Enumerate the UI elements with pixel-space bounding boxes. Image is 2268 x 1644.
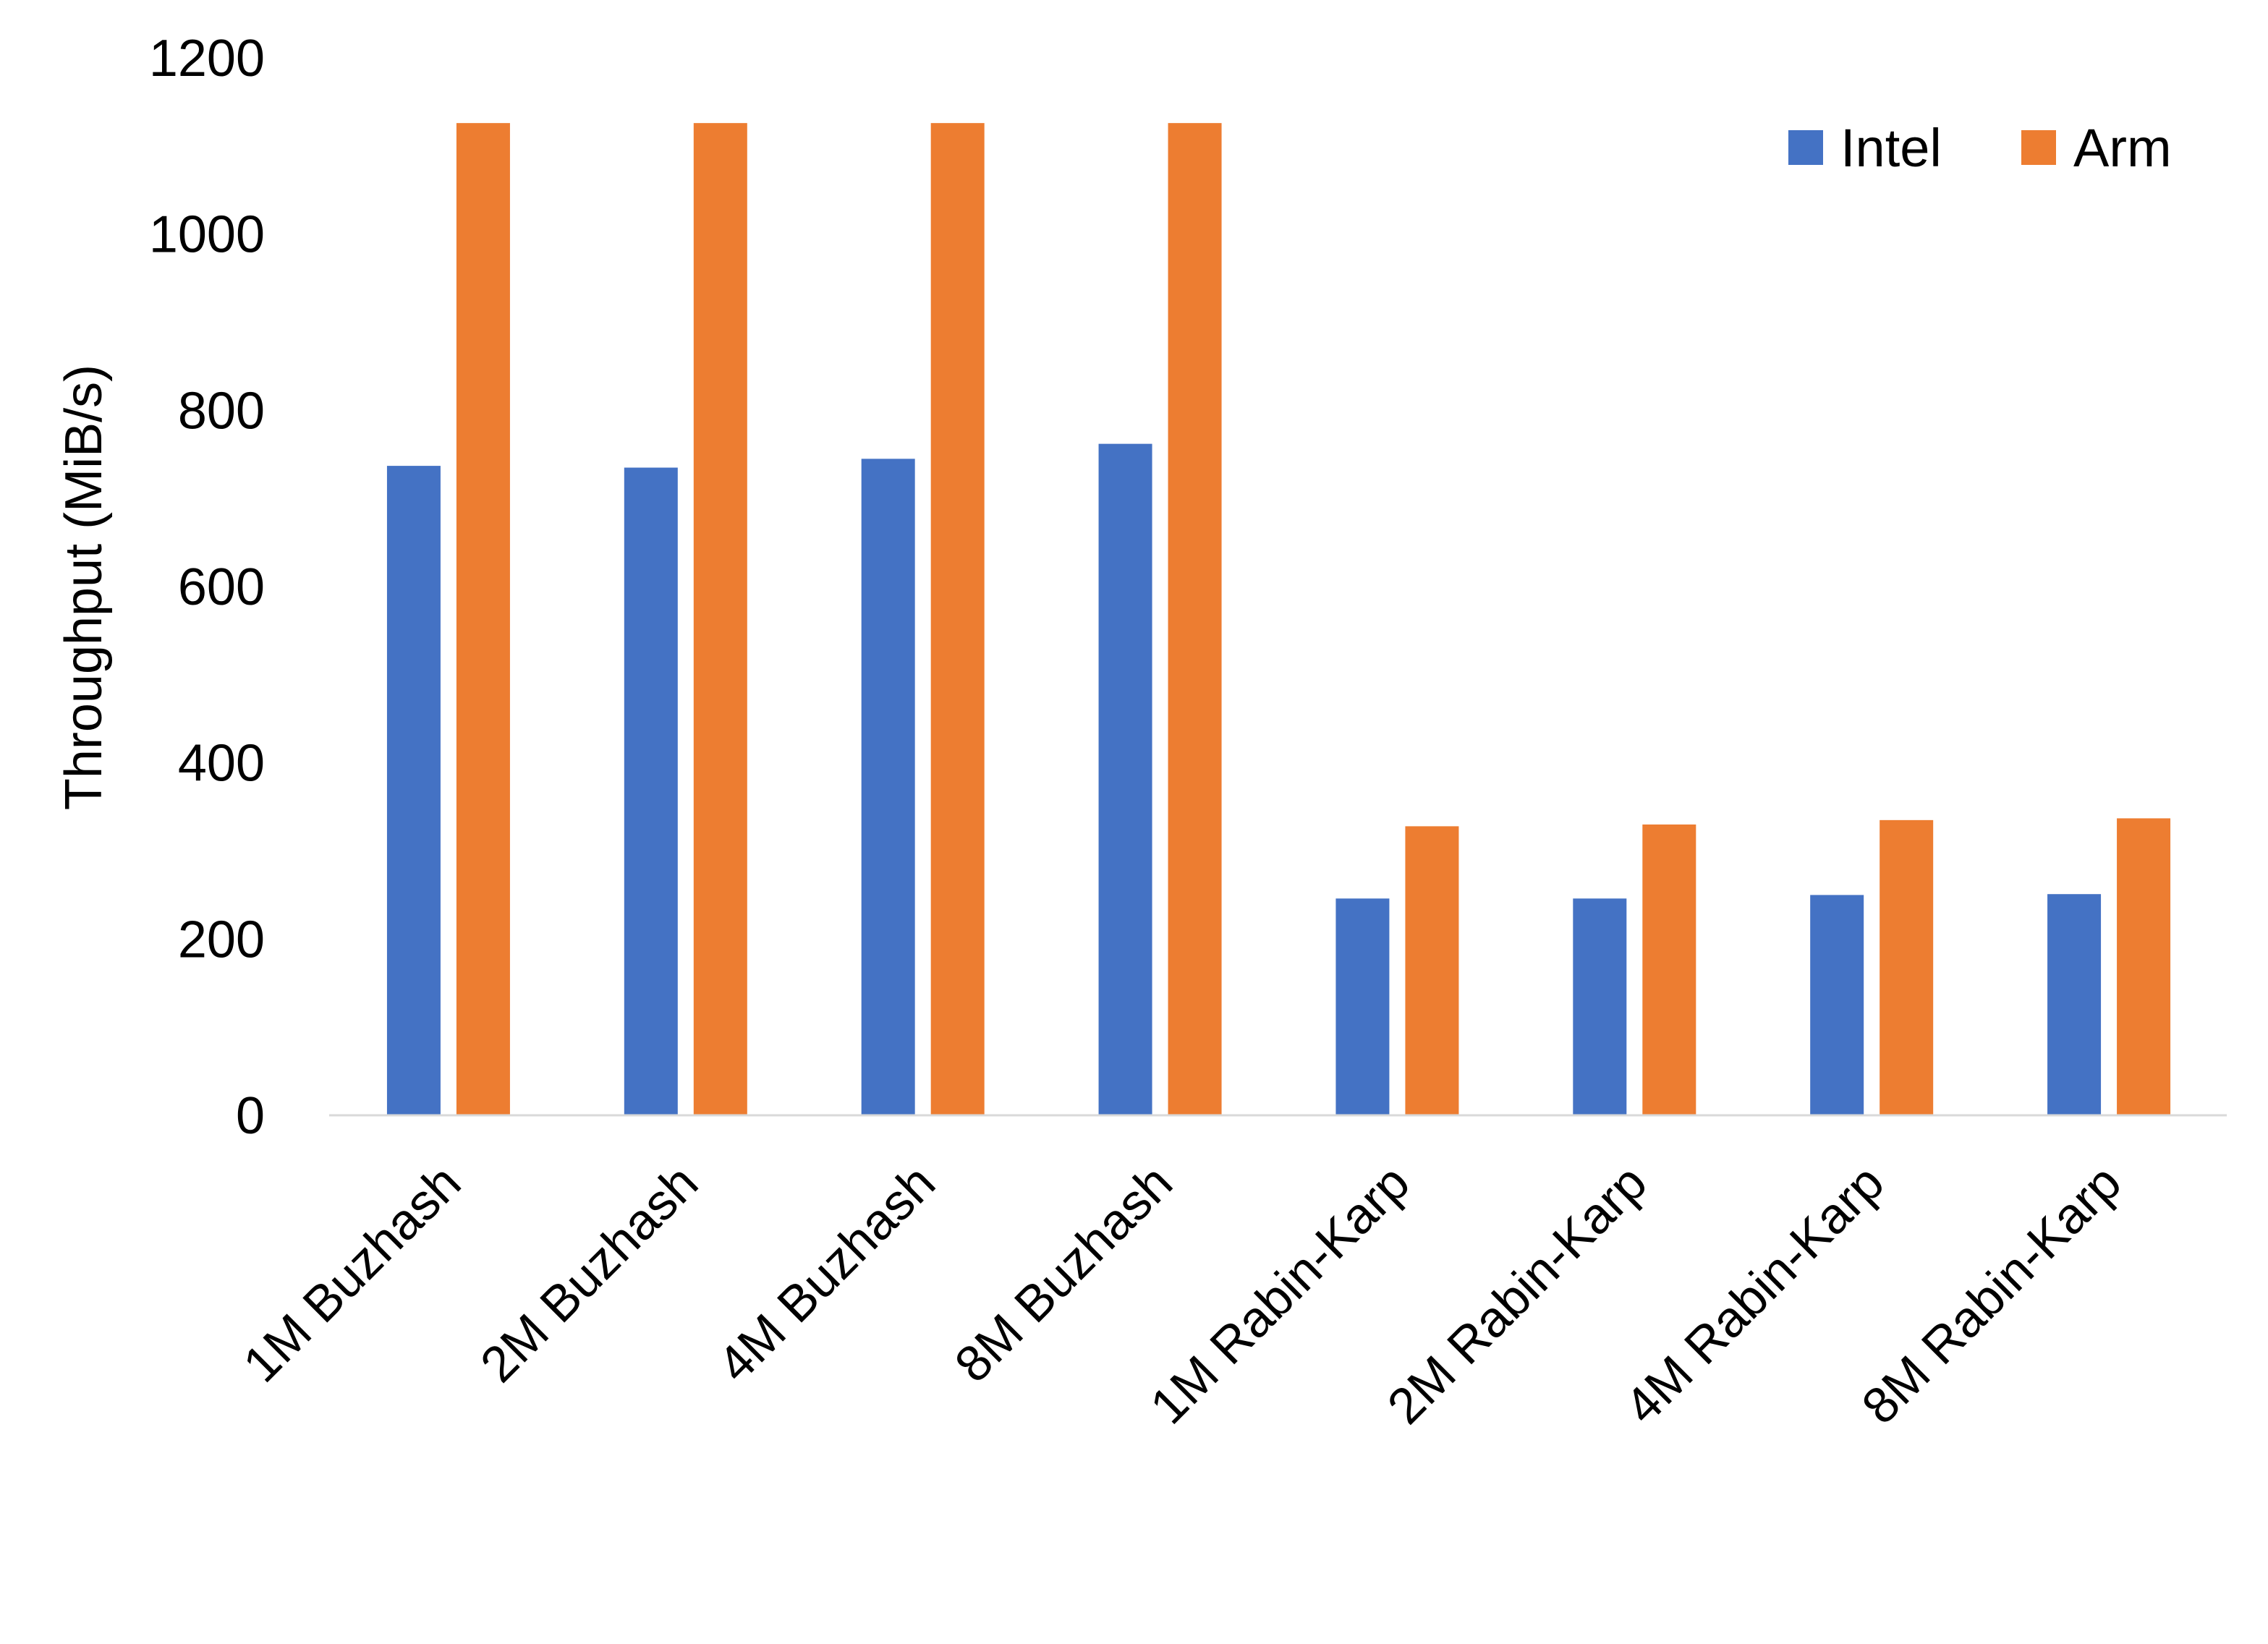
bar-intel bbox=[1573, 898, 1627, 1115]
bar-arm bbox=[1642, 824, 1696, 1115]
y-tick-label: 1200 bbox=[149, 30, 265, 88]
y-axis-ticks: 0 200 400 600 800 1000 1200 bbox=[149, 30, 265, 1145]
x-category-label: 8M Rabin-Karp bbox=[1851, 1154, 2132, 1434]
y-tick-label: 0 bbox=[236, 1087, 265, 1145]
x-category-label: 1M Buzhash bbox=[232, 1154, 471, 1392]
legend-label: Arm bbox=[2073, 118, 2172, 178]
y-tick-label: 200 bbox=[178, 911, 265, 968]
legend-swatch-intel bbox=[1788, 130, 1823, 165]
legend-swatch-arm bbox=[2021, 130, 2056, 165]
bar-arm bbox=[930, 123, 985, 1116]
y-axis-label: Throughput (MiB/s) bbox=[55, 365, 113, 810]
legend: Intel Arm bbox=[1788, 118, 2172, 178]
x-category-label: 8M Buzhash bbox=[944, 1154, 1183, 1392]
y-tick-label: 400 bbox=[178, 735, 265, 793]
y-tick-label: 800 bbox=[178, 382, 265, 440]
y-tick-label: 600 bbox=[178, 558, 265, 616]
bar-intel bbox=[1098, 443, 1152, 1115]
bar-arm bbox=[1880, 819, 1934, 1115]
bar-intel bbox=[624, 467, 678, 1115]
legend-label: Intel bbox=[1840, 118, 1942, 178]
bar-arm bbox=[2117, 818, 2171, 1115]
bar-intel bbox=[1810, 895, 1864, 1115]
bar-arm bbox=[1405, 826, 1459, 1115]
bar-arm bbox=[1168, 123, 1222, 1116]
x-category-label: 4M Buzhash bbox=[707, 1154, 946, 1392]
bar-arm bbox=[693, 123, 747, 1116]
bar-intel bbox=[1335, 898, 1390, 1115]
bar-intel bbox=[2047, 894, 2102, 1115]
y-tick-label: 1000 bbox=[149, 206, 265, 264]
x-category-label: 2M Buzhash bbox=[470, 1154, 708, 1392]
bar-arm bbox=[456, 123, 510, 1116]
bar-intel bbox=[861, 459, 915, 1115]
bars bbox=[386, 123, 2171, 1116]
bar-intel bbox=[386, 466, 441, 1115]
